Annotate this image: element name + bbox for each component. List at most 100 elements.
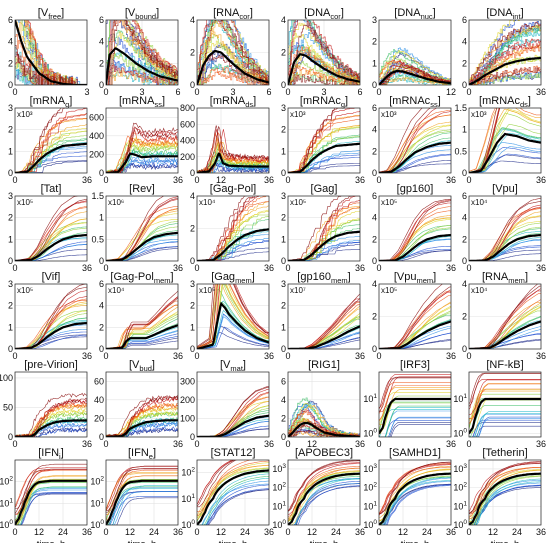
panel: 100 101 102 0 12 24 36 [IFNe] xyxy=(90,447,183,537)
scale-multiplier: x10⁵ xyxy=(290,198,306,207)
y-tick-label: 0 xyxy=(462,168,467,178)
trajectory-line xyxy=(469,478,541,525)
mean-line xyxy=(106,419,178,437)
x-tick-label: 36 xyxy=(446,263,456,273)
panel-title: [mRNAds] xyxy=(210,95,256,109)
mean-line xyxy=(288,142,360,173)
panel-title: [gp160] xyxy=(397,183,434,195)
trajectories xyxy=(469,20,541,85)
axes-frame xyxy=(468,107,542,174)
trajectory-line xyxy=(469,470,541,522)
trajectory-line xyxy=(379,376,451,413)
panel: 0 2 4 0 36 [Vpumem]x10⁵ xyxy=(372,271,456,361)
trajectory-line xyxy=(106,64,178,85)
x-tick-label: 36 xyxy=(173,439,183,449)
trajectory-line xyxy=(106,488,178,525)
y-tick-label: 2 xyxy=(99,322,104,332)
trajectory-line xyxy=(288,20,360,85)
panel-title: [IFNi] xyxy=(38,447,64,461)
x-tick-label: 0 xyxy=(194,263,199,273)
trajectories xyxy=(197,196,269,261)
trajectory-line xyxy=(379,477,451,525)
trajectory-line xyxy=(379,416,451,437)
axes-frame xyxy=(378,283,452,350)
x-tick-label: 6 xyxy=(357,87,362,97)
trajectories xyxy=(106,196,178,261)
trajectory-line xyxy=(288,466,360,518)
scale-multiplier: x10⁵ xyxy=(17,198,33,207)
x-axis-label: time, h xyxy=(401,539,430,543)
scale-multiplier: x10⁵ xyxy=(381,286,397,295)
y-tick-label: 60 xyxy=(94,376,104,386)
panel-title: [Tat] xyxy=(41,183,62,195)
y-tick-label: 0 xyxy=(8,168,13,178)
x-tick-label: 12 xyxy=(488,527,498,537)
x-tick-label: 0 xyxy=(466,527,471,537)
y-tick-label: 103 xyxy=(453,463,467,474)
x-tick-label: 12 xyxy=(307,527,317,537)
panel-title: [DNAint] xyxy=(486,7,523,21)
y-tick-label: 0 xyxy=(372,256,377,266)
x-tick-label: 0 xyxy=(194,439,199,449)
axes-frame xyxy=(378,195,452,262)
y-tick-label: 2 xyxy=(8,301,13,311)
trajectory-line xyxy=(197,460,269,516)
y-tick-label: 4 xyxy=(462,279,467,289)
y-tick-label: 3 xyxy=(8,279,13,289)
axes-frame xyxy=(14,19,88,86)
trajectory-line xyxy=(469,146,541,173)
x-tick-label: 24 xyxy=(149,527,159,537)
trajectory-line xyxy=(106,163,178,173)
panel: 0 2 4 0 36 [RNAmem]x10⁴ xyxy=(462,271,546,361)
axes-frame xyxy=(196,459,270,526)
panel-title: [Tetherin] xyxy=(482,447,527,459)
panel-title: [NF-kB] xyxy=(486,359,523,371)
trajectory-line xyxy=(15,415,87,437)
trajectory-line xyxy=(197,131,269,173)
panel: 0 2 4 6 0 36 [Vpu] x10⁴ xyxy=(462,183,546,273)
y-tick-label: 1 xyxy=(462,125,467,135)
trajectory-line xyxy=(379,131,451,173)
trajectory-line xyxy=(15,51,87,85)
x-tick-label: 0 xyxy=(103,351,108,361)
trajectory-line xyxy=(106,132,178,173)
x-tick-label: 0 xyxy=(12,439,17,449)
trajectory-line xyxy=(469,379,541,410)
trajectories xyxy=(15,284,87,349)
x-tick-label: 0 xyxy=(376,175,381,185)
trajectory-line xyxy=(379,465,451,518)
trajectories xyxy=(379,108,451,173)
scale-multiplier: x10⁵ xyxy=(17,286,33,295)
x-tick-label: 0 xyxy=(103,263,108,273)
mean-line xyxy=(469,132,541,173)
y-tick-label: 20 xyxy=(94,413,104,423)
y-tick-label: 2 xyxy=(281,301,286,311)
trajectory-line xyxy=(469,419,541,437)
trajectory-line xyxy=(106,129,178,173)
y-tick-label: 1 xyxy=(8,146,13,156)
trajectory-line xyxy=(469,462,541,515)
trajectory-line xyxy=(106,465,178,511)
y-tick-label: 600 xyxy=(180,119,195,129)
x-tick-label: 36 xyxy=(82,263,92,273)
x-tick-label: 12 xyxy=(307,439,317,449)
trajectory-line xyxy=(379,374,451,410)
y-tick-label: 6 xyxy=(462,15,467,25)
y-tick-label: 0 xyxy=(190,344,195,354)
trajectories xyxy=(379,199,451,261)
trajectory-line xyxy=(25,20,87,85)
axes-frame xyxy=(378,19,452,86)
axes-frame xyxy=(105,19,179,86)
panel: 0 1 2 3 0 36 [Vif] x10⁵ xyxy=(8,271,92,361)
y-tick-label: 0 xyxy=(372,344,377,354)
y-tick-label: 300 xyxy=(180,376,195,386)
y-tick-label: 4 xyxy=(372,279,377,289)
y-tick-label: 3 xyxy=(372,15,377,25)
mean-line xyxy=(469,472,541,525)
y-tick-label: 0 xyxy=(8,344,13,354)
y-tick-label: 0 xyxy=(190,256,195,266)
trajectories xyxy=(469,108,541,173)
x-tick-label: 36 xyxy=(536,263,546,273)
